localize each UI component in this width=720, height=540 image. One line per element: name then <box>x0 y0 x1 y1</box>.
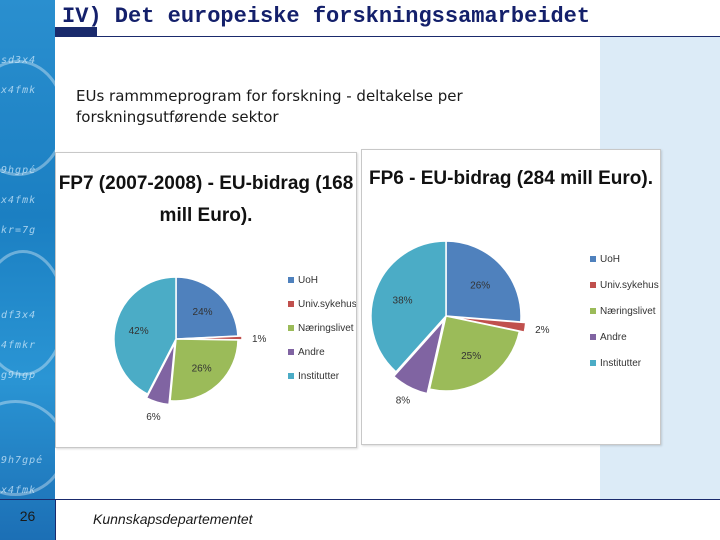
subtitle-line-2: forskningsutførende sektor <box>76 108 279 126</box>
pie-slice-uoh <box>445 240 522 323</box>
legend-entry-andre: Andre <box>298 347 325 358</box>
legend-entry-n-ringslivet: Næringslivet <box>600 306 656 317</box>
decorative-pattern: 3x4fmk <box>0 195 37 206</box>
legend-swatch <box>288 373 294 379</box>
decorative-pattern: x4fmkr <box>0 340 37 351</box>
footer-divider <box>55 499 56 540</box>
decorative-pattern: 3x4fmk <box>0 85 37 96</box>
legend-swatch <box>288 349 294 355</box>
legend-entry-uoh: UoH <box>600 254 620 265</box>
chart-title-line-1: FP6 - EU-bidrag (284 mill Euro). <box>369 168 653 189</box>
footer-rule <box>0 499 720 500</box>
legend-entry-uoh: UoH <box>298 275 318 286</box>
slice-data-label: 38% <box>393 295 413 306</box>
swirl-decoration <box>0 60 55 176</box>
title-bar <box>55 0 720 37</box>
slice-data-label: 26% <box>192 364 212 375</box>
legend-entry-institutter: Institutter <box>298 371 340 382</box>
slide-title: IV) Det europeiske forskningssamarbeidet <box>62 4 591 29</box>
pie-slice-n-ringslivet <box>169 338 239 402</box>
legend-swatch <box>288 301 294 307</box>
chart-fp6: FP6 - EU-bidrag (284 mill Euro). 26% 2% 25… <box>361 149 661 445</box>
footer-ministry: Kunnskapsdepartementet <box>93 511 253 527</box>
slice-data-label: 8% <box>396 396 411 407</box>
subtitle-line-1: EUs rammmeprogram for forskning - deltak… <box>76 87 463 105</box>
chart-fp7: FP7 (2007-2008) - EU-bidrag (168 mill Eu… <box>55 152 357 448</box>
decorative-pattern: 8sd3x4 <box>0 55 37 66</box>
slice-data-label: 25% <box>461 351 481 362</box>
pie-slice-andre <box>145 342 176 406</box>
legend-swatch <box>590 360 596 366</box>
pie-slice-n-ringslivet <box>428 315 521 392</box>
pie-slice-institutter <box>113 276 177 396</box>
decorative-pattern: k9h7gpé <box>0 455 44 466</box>
legend-swatch <box>590 256 596 262</box>
pie-slice-andre <box>392 317 446 395</box>
legend-swatch <box>288 277 294 283</box>
legend-entry-univ-sykehus: Univ.sykehus <box>298 299 356 310</box>
slice-data-label: 42% <box>129 326 149 337</box>
slide-subtitle: EUs rammmeprogram for forskning - deltak… <box>76 86 606 128</box>
chart-fp7-svg: FP7 (2007-2008) - EU-bidrag (168 mill Eu… <box>59 173 357 423</box>
legend-swatch <box>590 308 596 314</box>
chart-title-line-1: FP7 (2007-2008) - EU-bidrag (168 <box>59 173 354 194</box>
decorative-pattern: 7g9hgp <box>0 370 37 381</box>
title-accent-bar <box>55 27 97 37</box>
legend-swatch <box>590 334 596 340</box>
chart-fp6-svg: FP6 - EU-bidrag (284 mill Euro). 26% 2% 25… <box>369 168 659 407</box>
legend-entry-n-ringslivet: Næringslivet <box>298 323 354 334</box>
pie-slice-uoh <box>175 276 239 340</box>
legend-entry-andre: Andre <box>600 332 627 343</box>
pie-slice-institutter <box>370 240 447 373</box>
slice-data-label: 24% <box>193 307 213 318</box>
decorative-pattern: mkr=7g <box>0 225 37 236</box>
legend-swatch <box>590 282 596 288</box>
slice-data-label: 26% <box>470 280 490 291</box>
slice-data-label: 6% <box>146 412 161 423</box>
page-number: 26 <box>19 508 36 524</box>
slice-data-label: 1% <box>252 334 267 345</box>
decorative-pattern: 3x4fmk <box>0 485 37 496</box>
slice-data-label: 2% <box>535 325 550 336</box>
swirl-decoration <box>0 250 55 376</box>
legend-entry-institutter: Institutter <box>600 358 642 369</box>
legend-swatch <box>288 325 294 331</box>
legend-entry-univ-sykehus: Univ.sykehus <box>600 280 659 291</box>
swirl-decoration <box>0 400 55 496</box>
decorative-pattern: sdf3x4 <box>0 310 37 321</box>
chart-title-line-2: mill Euro). <box>160 205 253 226</box>
